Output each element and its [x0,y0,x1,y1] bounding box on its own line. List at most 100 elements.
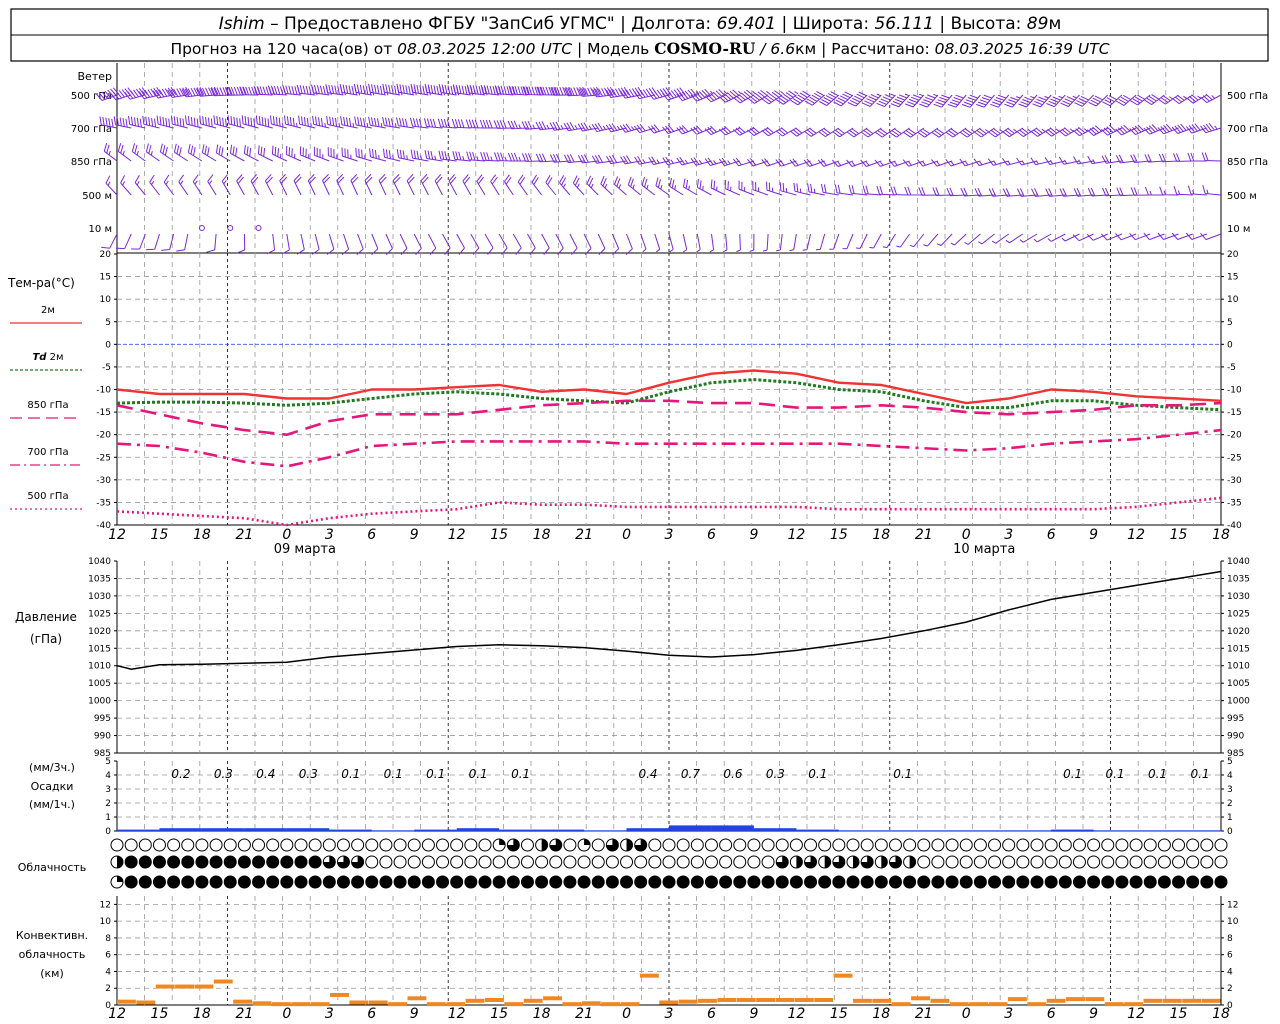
cloud-fill [853,856,859,868]
calm-circle [255,225,262,231]
time-tick-label: 9 [410,527,419,543]
wind-barb [950,233,967,246]
wind-barb [761,158,783,167]
cloud-symbol [1016,875,1030,889]
time-tick-label: 6 [1047,1006,1056,1022]
precip-label: 0.4 [256,767,275,781]
precip-bar [414,829,457,831]
cloud-fill [584,839,591,845]
wind-barb [1173,186,1193,196]
y-tick-label-right: -5 [1227,363,1236,373]
cloud-symbol [1044,855,1058,869]
wind-barb [113,116,132,129]
cloud-symbol [789,875,803,889]
wind-barb [1144,186,1165,196]
y-tick-label-right: 5 [1227,318,1233,328]
wind-barb [266,233,276,255]
precip-label: 0.3 [214,767,233,781]
cloud-symbol [464,875,478,889]
cloud-symbol [874,838,888,852]
cloud-symbol [846,875,860,889]
wind-barb [257,145,273,162]
legend-label: Td 2м [32,352,63,363]
wind-barb [690,157,712,166]
wind-barb [368,116,386,129]
cloud-symbol [620,855,634,869]
wind-barb [437,118,457,129]
wind-barb [410,149,429,162]
cloud-symbol [662,855,676,869]
cloud-symbol [138,875,152,889]
y-tick-label: 0 [105,827,111,837]
convective-bar [620,1002,640,1007]
wind-barb [385,233,393,255]
cloud-symbol [1002,875,1016,889]
wind-barb [224,86,247,96]
wind-barb [1185,232,1207,240]
y-tick-label: 8 [105,934,111,944]
wind-barb [819,91,840,106]
wind-barb [1004,94,1024,108]
convective-bar [659,1000,679,1005]
wind-barb [448,174,458,196]
wind-barb [668,233,674,253]
wind-barb [833,91,854,107]
cloud-fill [776,856,789,868]
wind-barb [1144,153,1165,163]
cloud-symbol [1002,838,1016,852]
legend-label: 2м [41,305,55,316]
cloud-symbol [733,838,747,852]
wind-barb [142,115,160,129]
convective-bar [271,1002,291,1007]
wind-barb [583,233,592,255]
y-tick-label-right: 995 [1227,714,1244,724]
wind-barb [149,174,160,196]
y-tick-label-right: 5 [1227,757,1233,767]
convective-bar [1027,1002,1047,1007]
precip-bar [456,828,500,831]
cloud-symbol [690,875,704,889]
lon-value: 69.401 [717,14,776,34]
wind-barb [964,233,981,245]
wind-barb [817,158,839,167]
wind-panel: Ветер 500 гПа 500 гПа 700 гПа 700 гПа 850 гПа… [71,70,1268,255]
wind-barb [103,142,118,162]
cloud-symbol [917,875,931,889]
convective-bar [368,1000,388,1005]
cloud-fill [351,855,364,868]
wind-barb [517,174,528,196]
cloud-symbol [874,875,888,889]
wind-barb [145,143,160,162]
time-tick-label: 15 [1170,527,1188,543]
cloud-symbol [138,855,152,869]
precip-label: 0.1 [1106,767,1125,781]
wind-barb [131,143,146,162]
wind-barb [152,87,177,99]
wind-barb [733,126,755,136]
y-tick-label: -40 [96,521,111,531]
precip-bar [159,828,202,831]
cloud-symbol [252,855,266,869]
y-tick-label-right: 12 [1227,900,1238,910]
convective-bar [814,997,834,1002]
cloud-symbol [988,855,1002,869]
wind-barb [627,176,642,196]
wind-level-label-right: 850 гПа [1227,157,1268,168]
cloud-symbol [1087,838,1101,852]
cloud-symbol [563,875,577,889]
convective-bar [1104,1002,1124,1007]
time-tick-label: 3 [665,527,674,543]
wind-barb [704,89,728,103]
wind-barb [536,86,559,96]
precip-bar [541,829,585,831]
convective-bar [252,1001,272,1006]
wind-barb [243,145,259,162]
cloud-symbol [1186,875,1200,889]
cloud-symbol [167,838,181,852]
wind-barb [96,87,120,101]
cloud-symbol [124,875,138,889]
precip-bar [244,828,287,831]
wind-barb [438,150,457,162]
cloud-symbol [676,855,690,869]
cloud-symbol [634,875,648,889]
